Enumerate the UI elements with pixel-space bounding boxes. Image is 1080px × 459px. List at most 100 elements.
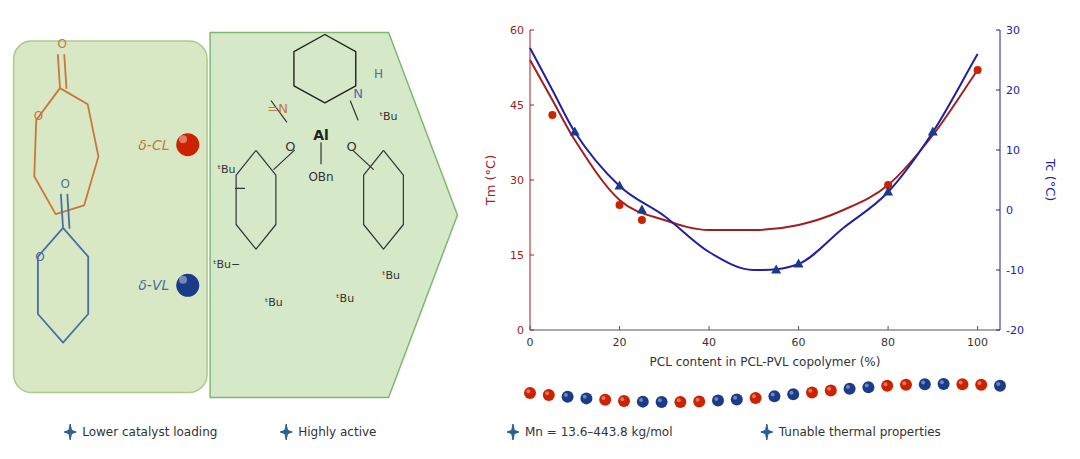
bead-shine <box>865 383 869 387</box>
carbonyl-bond <box>58 55 60 88</box>
structure-label: O <box>60 177 69 191</box>
bead <box>806 386 818 398</box>
bead-shine <box>978 381 982 385</box>
triangle-marker <box>928 127 938 136</box>
tc-curve <box>530 48 978 270</box>
axes: 020406080100015304560-20-100102030PCL co… <box>483 24 1058 370</box>
triangle-marker <box>883 187 893 196</box>
y2-axis-line <box>1000 30 1001 330</box>
y-axis-label: Tm (°C) <box>483 155 498 206</box>
bead <box>862 381 874 393</box>
bead-shine <box>752 394 756 398</box>
plot-marks <box>530 48 982 274</box>
y2-tick <box>996 90 1000 91</box>
y2-tick-label: 10 <box>1006 144 1020 157</box>
y-tick-label: 0 <box>517 324 524 337</box>
bead-shine <box>808 389 812 393</box>
x-tick-label: 40 <box>702 336 716 349</box>
bead-shine <box>545 391 549 395</box>
x-tick <box>977 326 978 330</box>
structure-label: =N <box>267 101 288 116</box>
x-tick-label: 20 <box>613 336 627 349</box>
x-tick <box>798 326 799 330</box>
x-tick <box>619 326 620 330</box>
x-tick <box>888 326 889 330</box>
structure-label: H <box>374 67 383 81</box>
structure-label: Al <box>313 127 329 143</box>
structure-label: O <box>347 139 357 154</box>
lactone-ring <box>38 228 88 343</box>
bond <box>350 101 358 120</box>
bead <box>580 392 592 404</box>
structure-label: ᵗBu <box>218 163 236 176</box>
structure-label: ᵗBu <box>336 292 354 305</box>
bead <box>900 379 912 391</box>
bead <box>524 387 536 399</box>
structure-label: ᵗBu− <box>213 258 240 271</box>
structure-label: O <box>285 139 295 154</box>
circle-marker <box>638 216 646 224</box>
y-tick <box>530 255 534 256</box>
bead-shine <box>714 397 718 401</box>
bead <box>768 390 780 402</box>
y2-tick <box>996 270 1000 271</box>
bullet-star <box>507 424 519 440</box>
circle-marker <box>974 66 982 74</box>
x-axis-line <box>530 330 1000 331</box>
panel-box <box>14 41 208 393</box>
bead-shine <box>771 393 775 397</box>
bead <box>693 395 705 407</box>
bead-shine <box>790 391 794 395</box>
bead-shine <box>959 380 963 384</box>
y2-tick <box>996 150 1000 151</box>
bead <box>543 389 555 401</box>
bead <box>637 396 649 408</box>
carbonyl-bond <box>67 195 69 228</box>
x-tick-label: 0 <box>527 336 534 349</box>
panel-arrow <box>210 33 457 398</box>
y2-tick-label: 30 <box>1006 24 1020 37</box>
bead-shine <box>940 380 944 384</box>
y-tick <box>530 105 534 106</box>
y2-axis-label: Tc (°C) <box>1043 158 1058 202</box>
bead-shine <box>846 385 850 389</box>
bead-shine <box>827 387 831 391</box>
bead <box>656 396 668 408</box>
phenyl-ring <box>236 150 276 249</box>
y-tick-label: 30 <box>510 174 524 187</box>
monomer-dot <box>176 274 199 297</box>
feature-label: Lower catalyst loading <box>82 425 217 439</box>
y2-tick-label: 20 <box>1006 84 1020 97</box>
bead-shine <box>526 389 530 393</box>
bead <box>881 380 893 392</box>
bead <box>787 388 799 400</box>
triangle-marker <box>637 205 647 214</box>
x-tick-label: 100 <box>967 336 988 349</box>
bead <box>731 393 743 405</box>
bead-shine <box>696 398 700 402</box>
feature-label: Mn = 13.6–443.8 kg/mol <box>525 425 673 439</box>
y2-tick-label: -10 <box>1006 264 1024 277</box>
dot-shine <box>179 135 187 143</box>
monomer-panel <box>14 41 208 393</box>
y2-tick-label: 0 <box>1006 204 1013 217</box>
monomer-dot <box>176 133 199 156</box>
y-tick-label: 15 <box>510 249 524 262</box>
bead <box>844 383 856 395</box>
bead <box>825 385 837 397</box>
bead-shine <box>677 398 681 402</box>
circle-marker <box>548 111 556 119</box>
structure-label: O <box>34 109 43 123</box>
structure-label: ᵗBu <box>265 296 283 309</box>
x-axis-label: PCL content in PCL-PVL copolymer (%) <box>650 355 881 369</box>
y2-tick <box>996 210 1000 211</box>
cyclohexyl-ring <box>294 35 356 103</box>
bead <box>938 378 950 390</box>
bullet-star <box>761 424 773 440</box>
bond <box>236 188 245 189</box>
bead <box>618 395 630 407</box>
carbonyl-bond <box>61 195 63 228</box>
bead-shine <box>921 381 925 385</box>
structure-label: δ-VL <box>138 277 169 293</box>
bead-shine <box>996 382 1000 386</box>
